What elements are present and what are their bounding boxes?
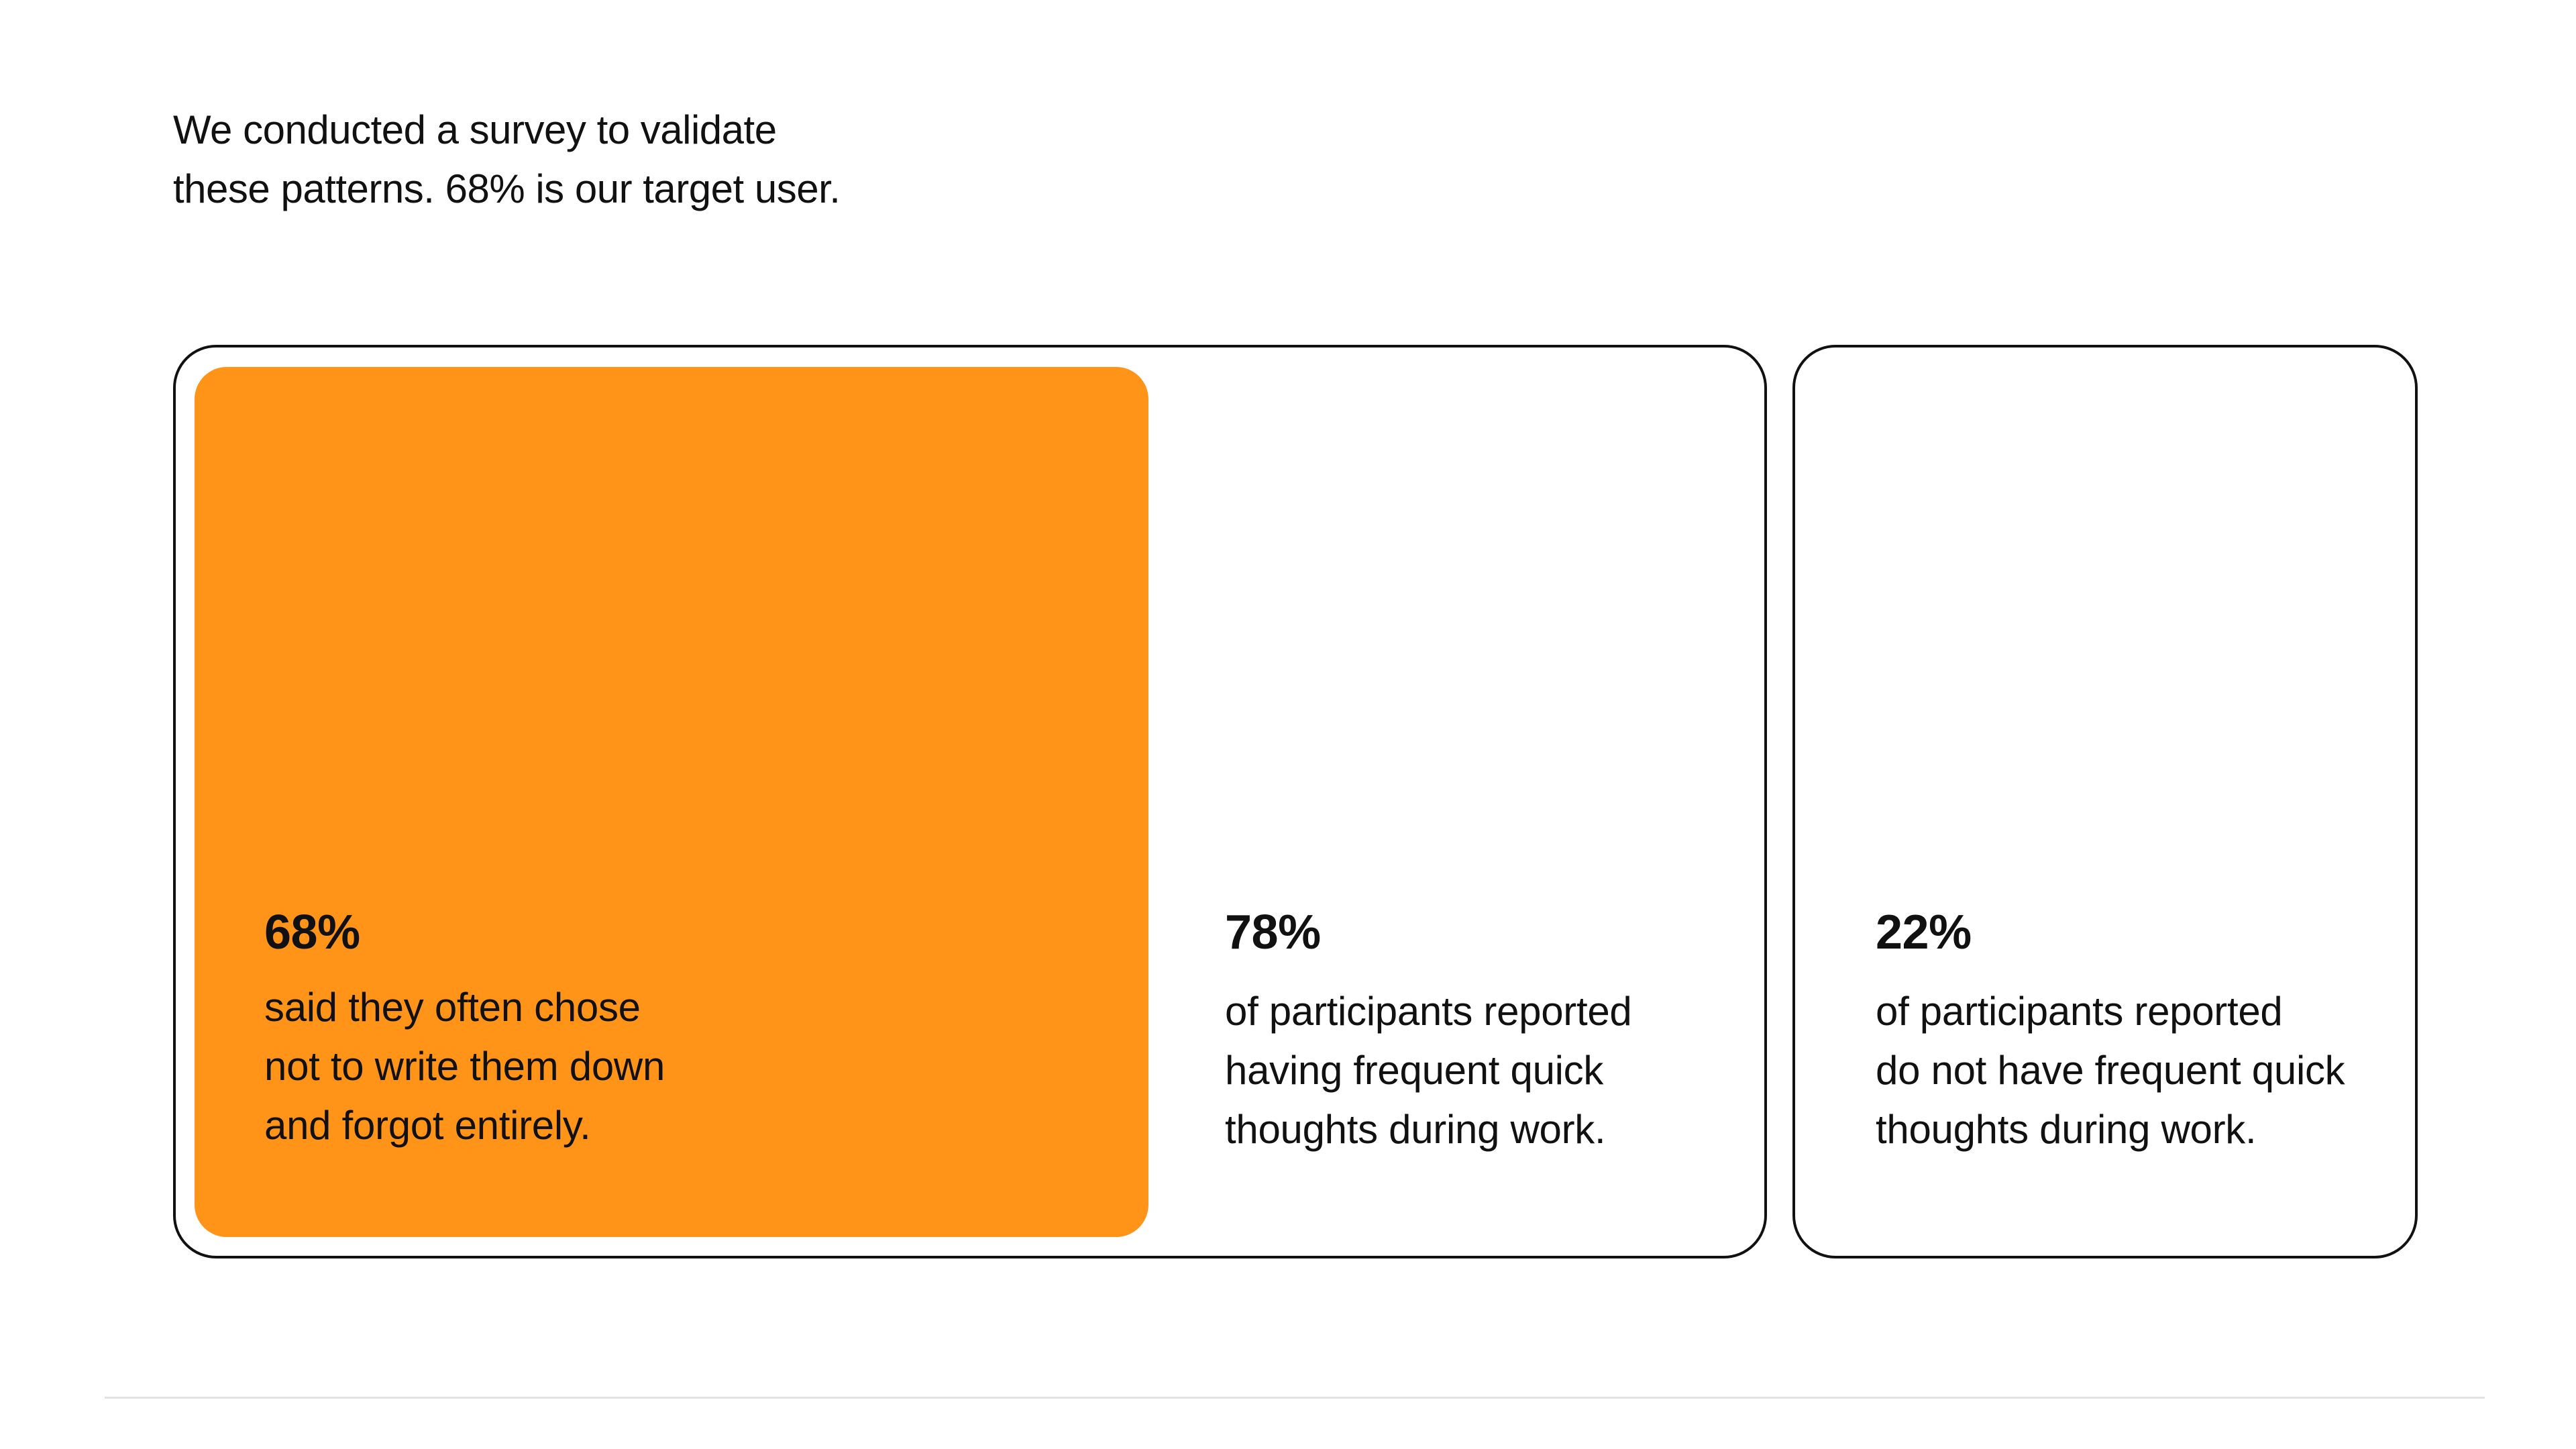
intro-text: We conducted a survey to validate these … [173,101,1179,219]
stat-description: said they often chose not to write them … [264,978,665,1155]
stat-description-line: do not have frequent quick [1876,1048,2345,1093]
stat-description-line: said they often chose [264,985,641,1030]
stat-description-line: not to write them down [264,1044,665,1089]
intro-line: these patterns. 68% is our target user. [173,166,841,211]
intro-line: We conducted a survey to validate [173,107,777,152]
stat-value: 22% [1876,906,1972,959]
stat-description-line: thoughts during work. [1876,1107,2257,1152]
stat-value: 78% [1225,906,1321,959]
stat-description-line: and forgot entirely. [264,1103,591,1148]
stat-description-line: having frequent quick [1225,1048,1604,1093]
bottom-divider [105,1397,2485,1399]
stat-target-users: 68% said they often chose not to write t… [264,906,665,1155]
stat-no-frequent-thoughts: 22% of participants reported do not have… [1876,906,2345,1159]
survey-card-side [1792,345,2418,1258]
stat-description-line: thoughts during work. [1225,1107,1606,1152]
highlight-panel [195,367,1148,1237]
stat-description-line: of participants reported [1876,989,2283,1034]
stat-frequent-thoughts: 78% of participants reported having freq… [1225,906,1632,1159]
stat-value: 68% [264,906,360,959]
stat-description-line: of participants reported [1225,989,1632,1034]
stat-description: of participants reported do not have fre… [1876,982,2345,1159]
stat-description: of participants reported having frequent… [1225,982,1632,1159]
